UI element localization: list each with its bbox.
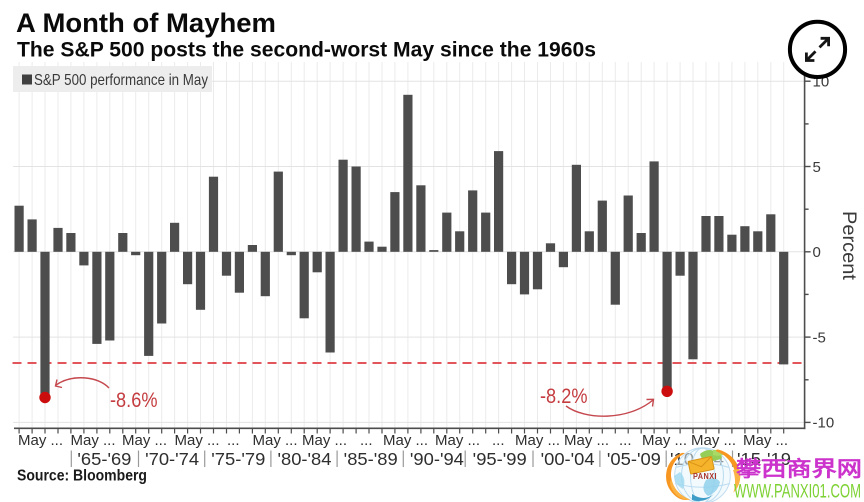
svg-text:...: ...	[360, 432, 373, 449]
svg-text:S&P 500 performance in May: S&P 500 performance in May	[34, 72, 208, 89]
svg-text:May ...: May ...	[302, 432, 347, 449]
svg-text:'05-'09: '05-'09	[607, 449, 661, 469]
svg-text:...: ...	[619, 432, 632, 449]
svg-text:May ...: May ...	[71, 432, 116, 449]
svg-text:'65-'69: '65-'69	[77, 449, 131, 469]
svg-text:-8.2%: -8.2%	[540, 384, 588, 408]
svg-text:May ...: May ...	[383, 432, 428, 449]
svg-text:...: ...	[492, 432, 505, 449]
svg-text:The S&P 500 posts the second-w: The S&P 500 posts the second-worst May s…	[17, 39, 596, 62]
svg-text:0: 0	[813, 244, 821, 261]
svg-text:'00-'04: '00-'04	[541, 449, 595, 469]
svg-text:攀西商界网: 攀西商界网	[735, 457, 862, 481]
svg-text:A Month of Mayhem: A Month of Mayhem	[16, 8, 276, 38]
svg-text:May ...: May ...	[691, 432, 736, 449]
svg-text:'70-'74: '70-'74	[145, 449, 199, 469]
svg-text:'85-'89: '85-'89	[344, 449, 398, 469]
svg-text:-10: -10	[813, 415, 835, 432]
svg-text:May ...: May ...	[253, 432, 298, 449]
svg-text:May ...: May ...	[515, 432, 560, 449]
svg-text:May ...: May ...	[642, 432, 687, 449]
svg-text:-5: -5	[813, 329, 826, 346]
svg-text:'80-'84: '80-'84	[278, 449, 332, 469]
svg-text:Source: Bloomberg: Source: Bloomberg	[17, 468, 147, 485]
svg-text:'15-'19: '15-'19	[737, 449, 791, 469]
svg-text:May ...: May ...	[743, 432, 788, 449]
svg-text:Percent: Percent	[838, 211, 860, 281]
svg-text:May ...: May ...	[122, 432, 167, 449]
svg-text:'95-'99: '95-'99	[473, 449, 527, 469]
svg-text:May ...: May ...	[18, 432, 63, 449]
svg-text:...: ...	[227, 432, 240, 449]
svg-text:May ...: May ...	[435, 432, 480, 449]
svg-text:May ...: May ...	[175, 432, 220, 449]
svg-text:-8.6%: -8.6%	[110, 388, 158, 412]
svg-text:'75-'79: '75-'79	[211, 449, 265, 469]
svg-text:WWW.PANXI01.COM: WWW.PANXI01.COM	[734, 482, 861, 502]
svg-text:PANXI: PANXI	[693, 472, 717, 481]
svg-text:'90-'94: '90-'94	[410, 449, 464, 469]
svg-text:May ...: May ...	[564, 432, 609, 449]
svg-text:5: 5	[813, 159, 821, 176]
